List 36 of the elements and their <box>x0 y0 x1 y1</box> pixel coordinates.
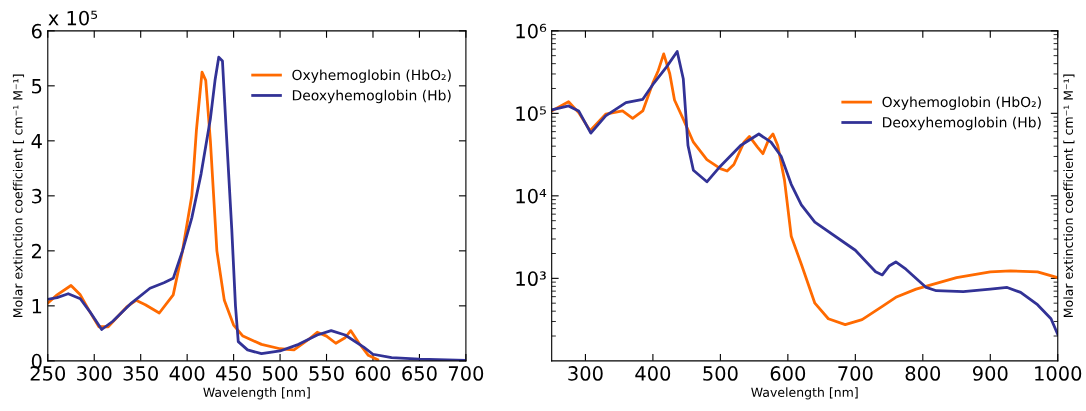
y-tick-label: 3 <box>32 188 42 204</box>
y-tick-label: 6 <box>31 23 42 39</box>
legend-label: Oxyhemoglobin (HbO₂) <box>882 96 1041 110</box>
y-tick-label: 4 <box>31 134 42 149</box>
x-tick-label: 300 <box>77 366 112 381</box>
y-axis-title: Molar extinction coefficient [ cm⁻¹ M⁻¹] <box>12 74 25 317</box>
y-tick-label: 5 <box>32 79 42 94</box>
legend-label: Deoxyhemoglobin (Hb) <box>883 116 1041 131</box>
x-tick-label: 400 <box>635 366 671 381</box>
text: x 10⁵ <box>48 10 98 26</box>
y-tick-label: 1 <box>32 299 42 314</box>
x-tick-label: 350 <box>123 366 158 381</box>
legend-label: Oxyhemoglobin (HbO₂) <box>292 69 451 83</box>
y-tick-label: 10⁵ <box>516 106 546 121</box>
x-tick-label: 700 <box>448 366 484 381</box>
x-tick-label: 1000 <box>1035 366 1082 381</box>
x-tick-label: 500 <box>263 366 298 381</box>
x-tick-label: 700 <box>838 366 873 381</box>
x-tick-label: 900 <box>972 366 1008 381</box>
x-tick-label: 300 <box>568 366 603 381</box>
x-axis-title: Wavelength [nm] <box>203 387 310 400</box>
x-axis-title: Wavelength [nm] <box>751 387 858 400</box>
y-tick-label: 10⁴ <box>516 188 547 204</box>
x-tick-label: 550 <box>309 366 344 381</box>
y-axis-title: Molar extinction coefficient [ cm⁻¹ M⁻¹] <box>1063 74 1075 317</box>
x-tick-label: 400 <box>169 366 205 381</box>
x-tick-label: 800 <box>905 366 941 381</box>
x-tick-label: 450 <box>216 366 251 381</box>
legend-label: Deoxyhemoglobin (Hb) <box>292 89 451 104</box>
x-tick-label: 650 <box>402 366 437 381</box>
x-tick-label: 500 <box>703 366 738 381</box>
x-tick-label: 600 <box>770 366 806 381</box>
x-tick-label: 600 <box>355 366 391 381</box>
y-tick-label: 10⁶ <box>516 23 547 39</box>
y-tick-label: 10³ <box>516 271 546 287</box>
y-tick-label: 2 <box>31 243 41 259</box>
